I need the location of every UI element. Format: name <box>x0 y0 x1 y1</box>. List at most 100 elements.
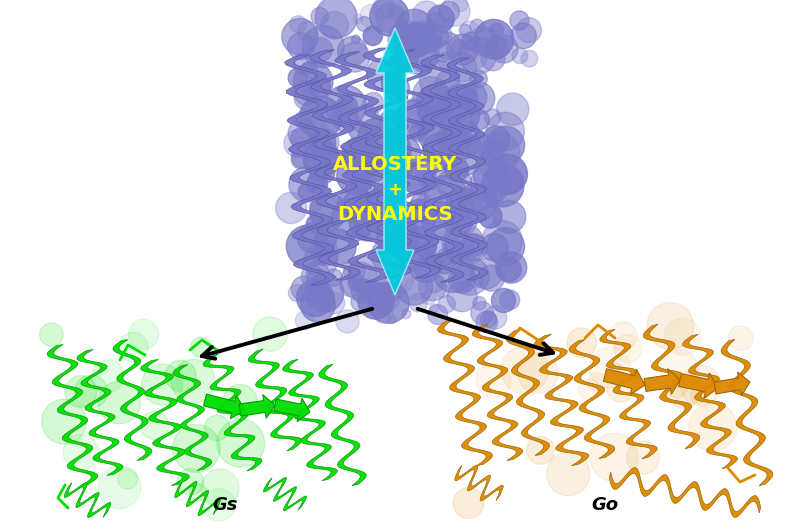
Circle shape <box>606 374 635 402</box>
Circle shape <box>419 273 446 301</box>
Circle shape <box>395 267 433 305</box>
Circle shape <box>466 133 493 160</box>
Circle shape <box>378 134 421 176</box>
Circle shape <box>299 96 342 139</box>
Circle shape <box>438 52 457 70</box>
Circle shape <box>486 37 509 59</box>
Circle shape <box>129 319 158 349</box>
Circle shape <box>295 311 314 330</box>
Circle shape <box>311 7 329 25</box>
Circle shape <box>275 192 306 224</box>
Text: DYNAMICS: DYNAMICS <box>338 206 453 225</box>
Circle shape <box>288 68 308 87</box>
Polygon shape <box>334 52 390 282</box>
Circle shape <box>458 40 487 70</box>
Circle shape <box>392 35 410 53</box>
Circle shape <box>172 425 220 472</box>
Circle shape <box>343 138 384 179</box>
Circle shape <box>288 119 318 148</box>
Circle shape <box>501 346 549 394</box>
Circle shape <box>326 269 342 286</box>
Circle shape <box>370 191 386 207</box>
Circle shape <box>118 469 138 489</box>
Circle shape <box>314 146 341 174</box>
Circle shape <box>478 265 504 291</box>
Circle shape <box>500 290 520 310</box>
Circle shape <box>418 110 458 149</box>
Circle shape <box>438 1 459 22</box>
Circle shape <box>312 139 334 162</box>
Circle shape <box>337 95 357 116</box>
Circle shape <box>309 38 333 61</box>
Circle shape <box>307 269 330 292</box>
Circle shape <box>306 174 326 194</box>
Circle shape <box>458 183 497 222</box>
Polygon shape <box>534 334 589 466</box>
Polygon shape <box>318 365 366 485</box>
Circle shape <box>414 23 435 44</box>
Circle shape <box>483 126 510 153</box>
Circle shape <box>350 105 380 134</box>
Circle shape <box>447 281 477 312</box>
Polygon shape <box>173 365 212 471</box>
Circle shape <box>468 186 493 210</box>
Circle shape <box>469 26 498 56</box>
Circle shape <box>490 23 504 38</box>
Polygon shape <box>77 349 123 475</box>
Circle shape <box>349 120 369 140</box>
Circle shape <box>290 16 306 33</box>
Circle shape <box>177 469 204 495</box>
Circle shape <box>460 21 478 39</box>
Circle shape <box>310 130 336 156</box>
Circle shape <box>728 326 753 351</box>
Circle shape <box>488 154 527 194</box>
Circle shape <box>442 119 482 160</box>
Polygon shape <box>438 320 493 466</box>
Circle shape <box>352 35 360 43</box>
Polygon shape <box>263 478 306 510</box>
Circle shape <box>394 9 434 48</box>
Circle shape <box>421 24 442 46</box>
Circle shape <box>65 376 97 408</box>
Circle shape <box>294 80 320 105</box>
Circle shape <box>486 112 524 151</box>
Polygon shape <box>310 50 361 280</box>
Circle shape <box>437 124 468 156</box>
Polygon shape <box>390 50 441 278</box>
Circle shape <box>397 32 439 74</box>
Circle shape <box>512 48 528 64</box>
Circle shape <box>418 114 455 152</box>
Circle shape <box>284 129 312 157</box>
Circle shape <box>338 187 374 223</box>
Circle shape <box>480 311 497 328</box>
Circle shape <box>497 93 529 126</box>
Circle shape <box>433 251 474 293</box>
Circle shape <box>462 82 494 114</box>
Circle shape <box>482 186 502 207</box>
Circle shape <box>303 140 340 177</box>
Circle shape <box>409 124 426 142</box>
Circle shape <box>413 257 434 279</box>
Circle shape <box>306 273 344 312</box>
Circle shape <box>428 13 444 29</box>
Circle shape <box>384 76 410 101</box>
Circle shape <box>493 200 526 233</box>
Circle shape <box>447 34 478 65</box>
Circle shape <box>118 332 148 362</box>
Polygon shape <box>721 339 773 485</box>
Circle shape <box>306 215 325 233</box>
Circle shape <box>201 469 239 507</box>
Circle shape <box>294 86 318 110</box>
Circle shape <box>338 37 367 66</box>
Circle shape <box>378 277 403 302</box>
Circle shape <box>511 23 536 48</box>
Circle shape <box>448 207 477 236</box>
Circle shape <box>470 70 487 88</box>
Circle shape <box>363 26 382 46</box>
Circle shape <box>419 60 459 100</box>
Circle shape <box>294 62 333 102</box>
Circle shape <box>446 102 466 122</box>
Circle shape <box>350 202 388 241</box>
Circle shape <box>426 276 443 293</box>
Polygon shape <box>643 324 700 449</box>
